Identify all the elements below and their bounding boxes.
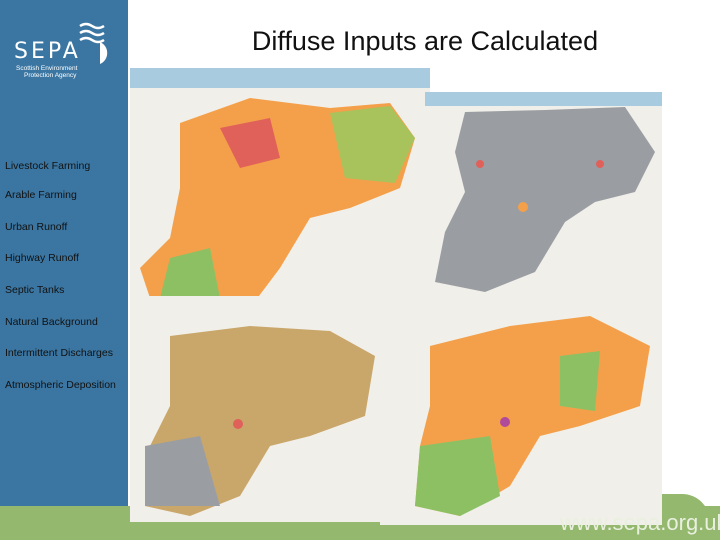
slide-title: Diffuse Inputs are Calculated	[251, 26, 599, 56]
svg-text:Protection Agency: Protection Agency	[24, 72, 77, 79]
legend-arable-farming: Arable Farming	[5, 189, 77, 201]
legend-intermittent-discharges: Intermittent Discharges	[5, 347, 113, 359]
legend-livestock-farming: Livestock Farming	[5, 160, 91, 172]
svg-text:Scottish Environment: Scottish Environment	[16, 65, 78, 72]
map-septic	[380, 296, 662, 525]
map-arable	[425, 92, 662, 296]
legend-highway-runoff: Highway Runoff	[5, 252, 79, 264]
legend-urban-runoff: Urban Runoff	[5, 221, 68, 233]
map-livestock	[130, 68, 430, 318]
svg-text:SEPA: SEPA	[14, 39, 81, 64]
map-urban	[130, 296, 385, 522]
legend-atmospheric-deposition: Atmospheric Deposition	[5, 379, 116, 391]
legend-natural-background: Natural Background	[5, 316, 98, 328]
website-url[interactable]: www.sepa.org.uk	[560, 510, 720, 535]
sepa-logo: SEPA Scottish Environment Protection Age…	[14, 22, 108, 79]
legend-septic-tanks: Septic Tanks	[5, 284, 65, 296]
sidebar: SEPA Scottish Environment Protection Age…	[0, 0, 128, 540]
